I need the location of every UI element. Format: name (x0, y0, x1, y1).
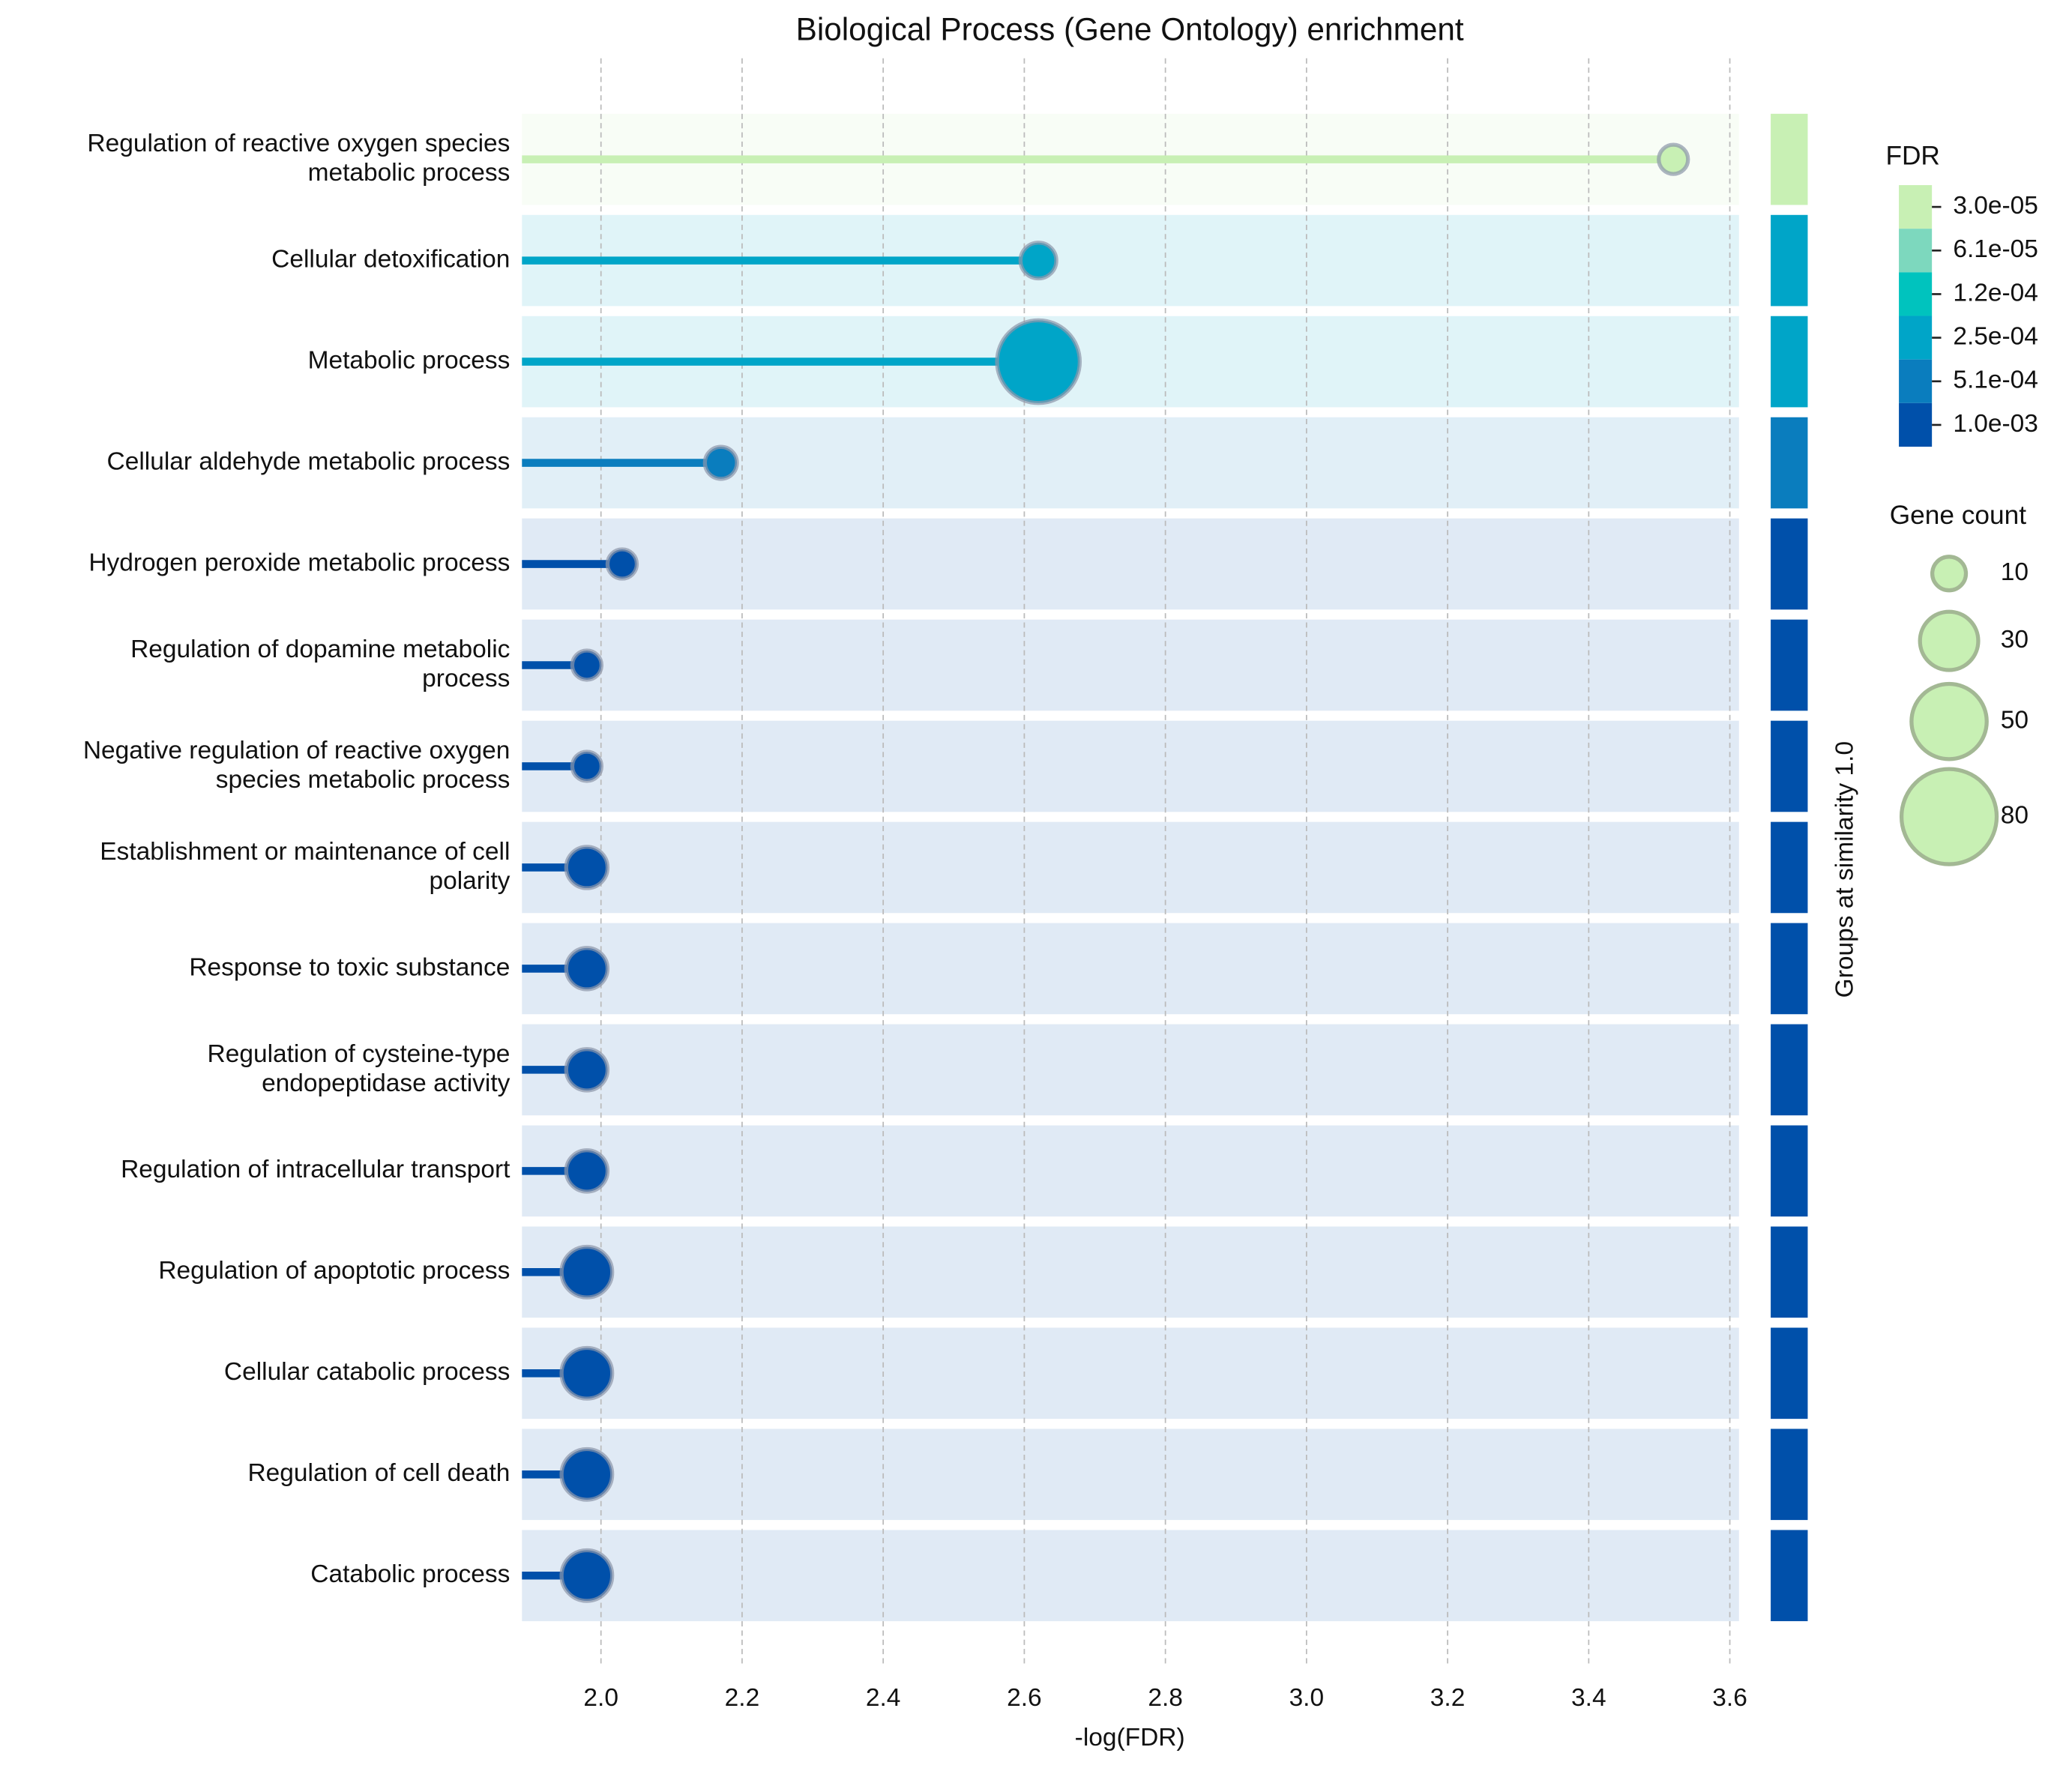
colorbar-segment (1899, 316, 1933, 360)
x-tick-label: 3.0 (1289, 1684, 1325, 1712)
dot (559, 1548, 615, 1603)
dot (564, 946, 610, 992)
y-tick-label: Regulation of dopamine metabolic process (130, 636, 510, 693)
row-band (522, 1530, 1739, 1622)
row-band (522, 1125, 1739, 1217)
dot (1657, 142, 1690, 176)
group-strip (1771, 214, 1808, 307)
dot (564, 1047, 610, 1093)
y-tick-label: Hydrogen peroxide metabolic process (88, 549, 510, 576)
group-strip (1771, 316, 1808, 408)
row-band (522, 923, 1739, 1015)
size-legend-label: 80 (2001, 801, 2029, 829)
y-tick-label: Regulation of cysteine-type endopeptidase… (208, 1040, 511, 1097)
size-legend-title: Gene count (1890, 501, 2026, 530)
color-legend-title: FDR (1885, 141, 1939, 170)
dot (702, 444, 739, 481)
dot (995, 318, 1082, 405)
group-strip (1771, 1530, 1808, 1622)
chart-title: Biological Process (Gene Ontology) enric… (796, 12, 1464, 47)
colorbar-label: 3.0e-05 (1953, 192, 2038, 220)
x-tick-label: 2.6 (1007, 1684, 1042, 1712)
group-strip (1771, 821, 1808, 914)
colorbar-label: 1.2e-04 (1953, 279, 2038, 307)
y-tick-label: Establishment or maintenance of cell pola… (100, 838, 510, 895)
group-strip (1771, 1327, 1808, 1419)
colorbar-segment (1899, 359, 1933, 403)
y-tick-label: Regulation of intracellular transport (121, 1156, 511, 1183)
group-strip (1771, 1024, 1808, 1116)
group-strip (1771, 619, 1808, 711)
colorbar-label: 6.1e-05 (1953, 235, 2038, 263)
colorbar-label: 1.0e-03 (1953, 410, 2038, 438)
colorbar-label: 5.1e-04 (1953, 366, 2038, 394)
colorbar-segment (1899, 272, 1933, 316)
x-axis-label: -log(FDR) (1075, 1724, 1185, 1752)
x-tick-label: 3.6 (1712, 1684, 1747, 1712)
group-strip (1771, 518, 1808, 610)
group-strip (1771, 113, 1808, 205)
row-band (522, 518, 1739, 610)
group-strip (1771, 1226, 1808, 1318)
size-legend-dot (1930, 555, 1969, 593)
y-tick-label: Cellular aldehyde metabolic process (107, 447, 511, 475)
y-tick-label: Regulation of reactive oxygen species met… (87, 130, 510, 187)
y-tick-label: Response to toxic substance (189, 953, 510, 981)
dot (570, 749, 604, 783)
group-strip (1771, 417, 1808, 509)
colorbar-segment (1899, 402, 1933, 447)
row-band (522, 619, 1739, 711)
y-tick-label: Regulation of cell death (247, 1459, 510, 1487)
size-legend-label: 30 (2001, 626, 2029, 654)
dot (1018, 241, 1058, 281)
dot (570, 648, 604, 682)
y-tick-label: Regulation of apoptotic process (158, 1257, 510, 1285)
dot (564, 1148, 610, 1194)
group-strip (1771, 1428, 1808, 1521)
colorbar-label: 2.5e-04 (1953, 322, 2038, 350)
x-tick-label: 2.0 (583, 1684, 618, 1712)
y-tick-label: Negative regulation of reactive oxygen sp… (83, 737, 511, 794)
size-legend-label: 10 (2001, 558, 2029, 586)
row-band (522, 1226, 1739, 1318)
colorbar-segment (1899, 185, 1933, 229)
y-tick-label: Cellular detoxification (271, 245, 510, 273)
side-label: Groups at similarity 1.0 (1831, 741, 1858, 998)
colorbar-segment (1899, 229, 1933, 273)
size-legend-label: 50 (2001, 707, 2029, 734)
row-band (522, 1428, 1739, 1521)
row-band (522, 1327, 1739, 1419)
y-tick-label: Cellular catabolic process (224, 1358, 511, 1386)
size-legend-dot (1909, 681, 1989, 761)
x-tick-label: 3.4 (1571, 1684, 1606, 1712)
row-band (522, 1024, 1739, 1116)
row-band (522, 821, 1739, 914)
dot (559, 1244, 615, 1300)
group-strip (1771, 720, 1808, 812)
dot (559, 1345, 615, 1401)
y-tick-label: Catabolic process (310, 1560, 510, 1588)
y-tick-label: Metabolic process (308, 346, 511, 374)
row-band (522, 720, 1739, 812)
x-tick-label: 2.4 (866, 1684, 901, 1712)
x-tick-label: 2.2 (725, 1684, 760, 1712)
dot (605, 547, 639, 581)
dot (559, 1446, 615, 1502)
dot (564, 845, 610, 890)
x-tick-label: 2.8 (1148, 1684, 1183, 1712)
size-legend-dot (1899, 767, 1999, 866)
size-legend-dot (1918, 609, 1981, 672)
group-strip (1771, 923, 1808, 1015)
x-tick-label: 3.2 (1430, 1684, 1466, 1712)
group-strip (1771, 1125, 1808, 1217)
